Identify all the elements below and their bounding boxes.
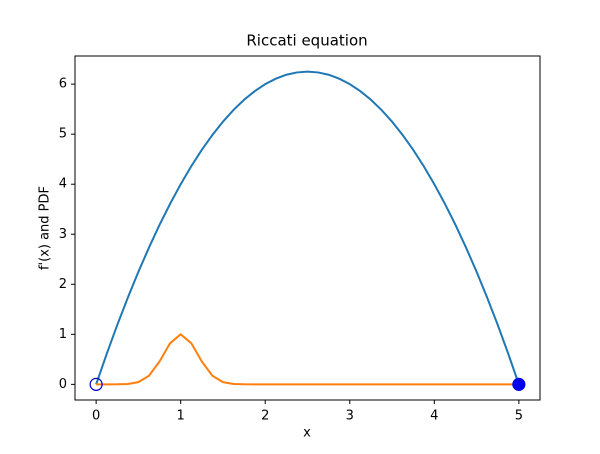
line-series: [95, 70, 520, 385]
x-tick-label: 1: [177, 409, 185, 424]
line-series: [96, 333, 519, 386]
axes-frame: [74, 55, 541, 401]
x-tick-label: 2: [261, 409, 269, 424]
x-tick-label: 5: [515, 409, 523, 424]
y-axis-label: f'(x) and PDF: [38, 186, 53, 270]
y-tick-label: 4: [59, 177, 67, 192]
marker: [89, 377, 103, 391]
y-tick-label: 0: [59, 377, 67, 392]
chart-title: Riccati equation: [246, 32, 367, 50]
marker: [512, 377, 526, 391]
x-axis-label: x: [303, 426, 311, 441]
y-tick-label: 3: [59, 227, 67, 242]
x-tick-label: 0: [92, 409, 100, 424]
x-tick-label: 4: [430, 409, 438, 424]
y-tick-label: 2: [59, 277, 67, 292]
y-tick-label: 1: [59, 327, 67, 342]
y-tick-label: 6: [59, 77, 67, 92]
y-tick-label: 5: [59, 127, 67, 142]
x-tick-label: 3: [346, 409, 354, 424]
